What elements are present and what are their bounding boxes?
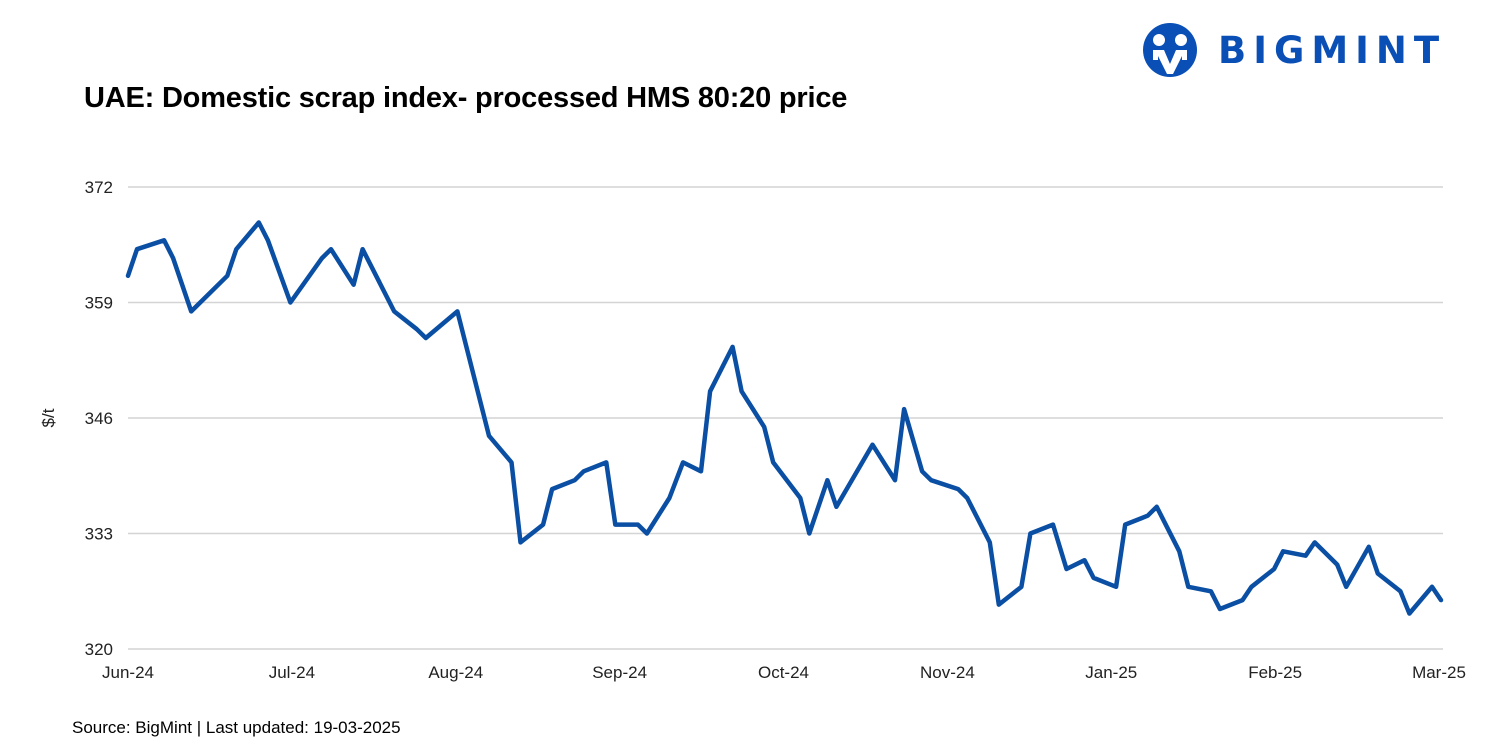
x-tick-label: Sep-24 — [592, 663, 647, 682]
x-tick-label: Jan-25 — [1085, 663, 1137, 682]
chart-title: UAE: Domestic scrap index- processed HMS… — [84, 82, 848, 114]
y-tick-label: 333 — [85, 525, 113, 544]
x-axis-ticks: Jun-24 Jul-24 Aug-24 Sep-24 Oct-24 Nov-24 Jan-… — [102, 663, 1466, 682]
gridlines — [128, 186, 1443, 650]
x-tick-label: Jul-24 — [269, 663, 315, 682]
x-tick-label: Oct-24 — [758, 663, 809, 682]
y-axis-label: $/t — [39, 408, 58, 427]
y-tick-label: 372 — [85, 178, 113, 197]
y-axis-ticks: 320 333 346 359 372 — [85, 178, 113, 659]
x-tick-label: Mar-25 — [1412, 663, 1466, 682]
bigmint-logo: BIGMINT — [1142, 20, 1446, 80]
x-tick-label: Jun-24 — [102, 663, 154, 682]
x-tick-label: Aug-24 — [428, 663, 483, 682]
y-tick-label: 359 — [85, 294, 113, 313]
source-note: Source: BigMint | Last updated: 19-03-20… — [72, 718, 401, 737]
logo-text: BIGMINT — [1218, 28, 1447, 72]
y-tick-label: 346 — [85, 409, 113, 428]
x-tick-label: Feb-25 — [1248, 663, 1302, 682]
y-tick-label: 320 — [85, 640, 113, 659]
data-points — [127, 222, 1442, 614]
logo-icon — [1143, 23, 1197, 77]
x-tick-label: Nov-24 — [920, 663, 975, 682]
series-line — [125, 220, 1444, 616]
